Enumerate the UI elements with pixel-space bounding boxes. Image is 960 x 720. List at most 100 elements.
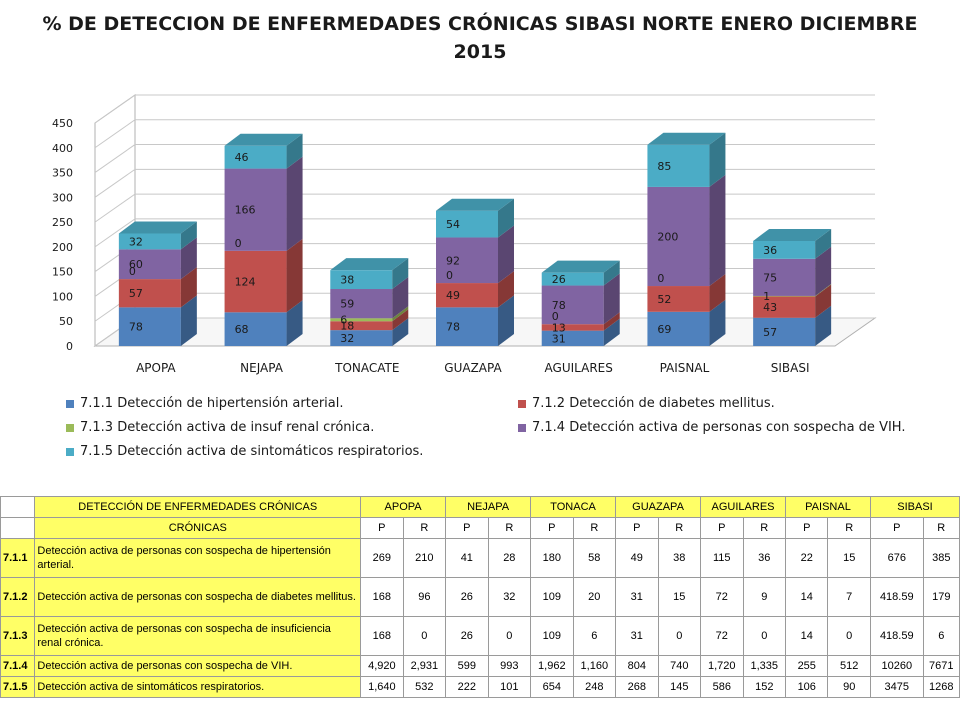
table-cell: 145 [657,676,702,698]
bar-segment-side [392,309,409,331]
data-label: 0 [129,265,136,278]
bar-segment [330,321,393,331]
y-tick-label: 150 [52,266,73,279]
bar-segment [118,307,181,346]
data-label: 59 [340,298,354,311]
table-cell: 31 [615,577,659,617]
bar-segment [118,249,181,280]
data-label: 32 [340,332,354,345]
table-pr-header: R [572,517,617,539]
bar-segment [647,286,710,312]
table-cell: 0 [487,616,532,656]
data-label: 68 [235,323,249,336]
table-row-code: 7.1.4 [0,655,36,677]
bar-segment-side [603,260,620,286]
gridline [94,193,875,223]
table-cell: 28 [487,538,532,578]
data-label: 75 [763,271,777,284]
table-pr-header: P [530,517,574,539]
data-label: 124 [235,276,256,289]
legend-label: 7.1.4 Detección activa de personas con s… [532,420,906,435]
table-cell: 20 [572,577,617,617]
bar-top [647,132,726,145]
table-pr-header: P [445,517,489,539]
table-cell: 6 [922,616,960,656]
legend-label: 7.1.3 Detección activa de insuf renal cr… [80,420,375,435]
table-cell: 90 [827,676,871,698]
bar-segment [753,317,816,346]
table-cell: 676 [869,538,924,578]
bar-segment [541,272,604,286]
table-cell: 268 [615,676,659,698]
table-subheader-row: CRÓNICAS P R P R P R P R P R P R P R [0,517,960,539]
data-label: 200 [657,230,678,243]
bar-segment-side [815,283,832,297]
table-cell: 15 [827,538,871,578]
table-cell: 993 [487,655,532,677]
table-cell: 14 [784,616,829,656]
bar-segment-side [286,238,303,313]
gridline [94,218,875,248]
chart-title-line: % DE DETECCION DE ENFERMEDADES CRÓNICAS … [42,13,918,35]
table-row-code: 7.1.2 [0,577,36,617]
y-tick-label: 400 [52,142,73,155]
table-cell: 109 [530,577,574,617]
table-cell: 418.59 [869,616,924,656]
bar-segment [330,330,393,346]
table-row: 7.1.4 Detección activa de personas con so… [0,655,960,677]
x-tick-label: APOPA [136,361,176,375]
data-label: 78 [552,299,566,312]
table-row-description: Detección activa de sintomáticos respira… [34,676,362,698]
legend-label: 7.1.1 Detección de hipertensión arterial… [80,396,344,411]
table-cell: 115 [700,538,744,578]
table-pr-header: R [742,517,787,539]
bar-segment [541,324,604,331]
legend-item: 7.1.5 Detección activa de sintomáticos r… [66,444,423,459]
bar-segment [436,307,498,346]
data-label: 69 [657,323,671,336]
y-tick-label: 50 [59,315,73,328]
data-label: 85 [657,160,671,173]
bar-top [436,198,514,211]
table-cell: 210 [402,538,447,578]
legend-swatch [66,423,74,432]
bar-segment-side [392,258,409,290]
table-header-title: DETECCIÓN DE ENFERMEDADES CRÓNICAS [34,496,362,518]
bar-segment [753,258,816,296]
bar-segment [224,145,287,169]
bar-segment [224,250,287,313]
data-label: 78 [446,321,460,334]
table-cell: 4,920 [360,655,404,677]
data-label: 92 [446,254,460,267]
y-tick-label: 250 [52,216,73,229]
table-row-code: 7.1.5 [0,676,36,698]
y-tick-label: 200 [52,241,73,254]
y-tick-label: 300 [52,191,73,204]
bar-top [541,260,620,273]
table-cell: 58 [572,538,617,578]
chart-title-line: 2015 [453,41,507,63]
table-cell: 532 [402,676,447,698]
bar-segment-side [180,295,197,346]
data-label: 166 [235,204,256,217]
bar-segment [224,312,287,346]
data-label: 0 [657,272,664,285]
bar-segment-side [709,274,726,312]
table-cell: 3475 [869,676,924,698]
table-column-header: SIBASI [869,496,960,518]
data-label: 52 [657,293,671,306]
bar-segment [330,270,393,290]
bar-segment-side [815,284,832,318]
data-label: 46 [235,151,249,164]
legend-swatch [518,399,526,408]
table-cell: 22 [784,538,829,578]
bar-segment [753,296,816,318]
bar-segment-side [498,295,514,346]
bar-segment-side [180,221,197,250]
table-cell: 0 [657,616,702,656]
bar-segment [118,233,181,250]
table-cell: 180 [530,538,574,578]
table-cell: 26 [445,616,489,656]
bar-segment-side [709,174,726,287]
data-label: 36 [763,244,777,257]
